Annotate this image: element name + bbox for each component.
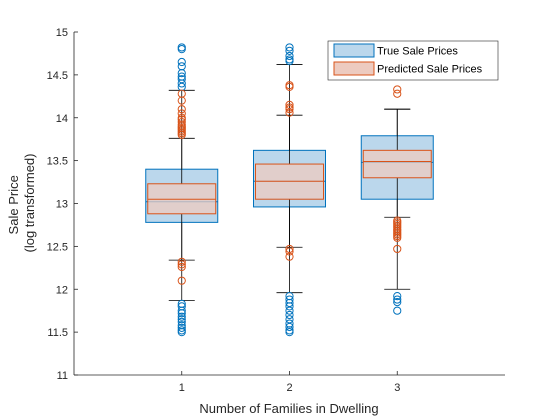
predicted-outlier-point: [177, 276, 186, 285]
predicted-box: [362, 149, 432, 179]
true-outlier-point: [177, 328, 186, 337]
predicted-outlier-point: [177, 117, 186, 127]
x-tick-label: 3: [394, 382, 400, 394]
predicted-outlier-point: [393, 89, 402, 98]
true-outlier-point: [177, 317, 186, 326]
true-outlier-point: [177, 43, 186, 52]
predicted-outlier-point: [285, 105, 294, 114]
predicted-outlier-point: [285, 82, 294, 91]
x-tick-label: 2: [286, 382, 292, 394]
true-outlier-point: [285, 298, 294, 308]
y-tick-label: 11: [57, 370, 68, 382]
legend: True Sale Prices Predicted Sale Prices: [327, 40, 499, 81]
predicted-outlier-point: [285, 100, 294, 109]
predicted-outlier-point: [177, 260, 186, 269]
y-tick-label: 13.5: [47, 156, 68, 168]
predicted-price-boxes: [147, 81, 432, 285]
true-outlier-point: [285, 51, 294, 61]
y-tick-label: 15: [56, 27, 68, 39]
legend-label-predicted: Predicted Sale Prices: [377, 64, 483, 76]
y-axis-label-line-1: Sale Price: [6, 175, 21, 234]
predicted-outlier-point: [177, 262, 186, 272]
series-layer: [145, 43, 434, 337]
predicted-outlier-point: [177, 257, 186, 266]
y-tick-label: 14.5: [47, 70, 68, 82]
true-outlier-point: [285, 43, 294, 52]
y-tick-label: 13: [56, 199, 68, 211]
true-outlier-point: [177, 312, 186, 321]
legend-swatch-predicted: [333, 61, 375, 76]
predicted-outlier-point: [177, 130, 186, 139]
legend-label-true: True Sale Prices: [377, 46, 458, 58]
true-outlier-point: [177, 75, 186, 84]
y-axis-label: Sale Price (log transformed): [6, 154, 37, 253]
predicted-outlier-point: [393, 244, 402, 254]
x-tick-label: 1: [179, 382, 185, 394]
predicted-outlier-point: [285, 252, 294, 261]
true-outlier-point: [393, 306, 402, 315]
predicted-outlier-point: [393, 233, 402, 242]
predicted-outlier-point: [285, 108, 294, 117]
true-outlier-point: [285, 302, 294, 311]
true-outlier-point: [285, 306, 294, 315]
true-outlier-point: [393, 292, 402, 301]
true-outlier-point: [177, 62, 186, 71]
true-outlier-point: [393, 298, 402, 307]
true-outlier-point: [177, 306, 186, 315]
x-axis-label: Number of Families in Dwelling: [199, 401, 378, 416]
true-outlier-point: [285, 328, 294, 337]
true-outlier-point: [177, 315, 186, 324]
true-outlier-point: [177, 45, 186, 54]
predicted-outlier-point: [285, 247, 294, 256]
true-outlier-point: [393, 295, 402, 304]
true-outlier-point: [285, 315, 294, 324]
true-outlier-point: [177, 79, 186, 88]
predicted-outlier-point: [177, 109, 186, 118]
y-tick-label: 14: [56, 113, 68, 125]
true-outlier-point: [285, 310, 294, 320]
y-tick-label: 11.5: [47, 327, 68, 339]
true-outlier-point: [177, 57, 186, 67]
y-tick-label: 12.5: [47, 241, 68, 253]
y-tick-label: 12: [56, 284, 68, 296]
predicted-outlier-point: [393, 85, 402, 94]
predicted-outlier-point: [285, 244, 294, 254]
true-outlier-point: [177, 309, 186, 318]
true-outlier-point: [285, 57, 294, 66]
true-outlier-point: [177, 323, 186, 332]
predicted-outlier-point: [177, 105, 186, 114]
y-axis-label-line-2: (log transformed): [22, 154, 37, 253]
true-outlier-point: [177, 69, 186, 78]
legend-swatch-true: [333, 43, 375, 58]
predicted-outlier-point: [177, 96, 186, 105]
true-outlier-point: [285, 46, 294, 55]
true-outlier-point: [285, 322, 294, 332]
